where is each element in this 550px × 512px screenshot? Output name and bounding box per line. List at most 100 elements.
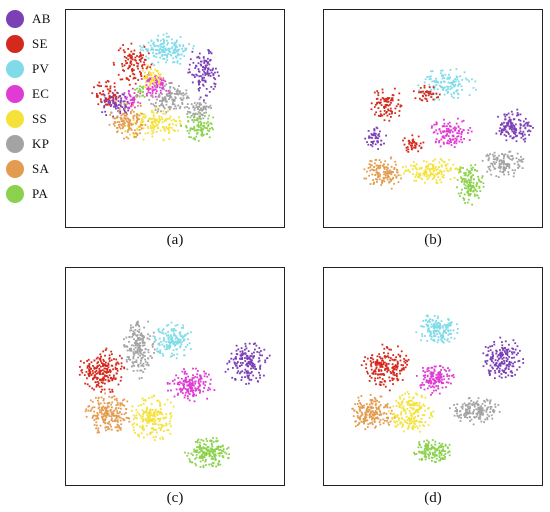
legend-label-sa: SA [32,161,50,176]
point-pv [468,94,471,96]
point-pa [214,453,217,456]
point-ss [435,173,437,176]
point-kp [480,412,483,414]
point-sa [382,170,385,173]
point-ec [213,389,216,391]
point-ec [185,376,187,379]
point-kp [472,423,475,426]
point-ec [195,367,197,370]
cluster-ss [387,391,435,433]
point-ab [499,133,502,136]
point-pv [432,85,435,87]
cluster-se [402,134,425,153]
point-se [127,55,130,57]
point-se [95,381,97,384]
point-pa [134,88,136,91]
point-se [379,373,382,375]
point-kp [512,157,514,160]
point-sa [102,398,105,400]
point-ab [510,361,513,364]
point-ab [502,356,505,359]
point-se [129,56,132,59]
point-ab [197,55,200,58]
point-se [429,92,432,95]
point-ss [439,169,442,172]
point-pa [482,182,485,185]
point-kp [135,343,137,346]
point-se [93,86,95,89]
point-ss [410,422,413,424]
point-se [113,63,115,66]
point-se [120,365,123,368]
point-se [385,365,387,368]
point-sa [122,126,125,128]
point-ec [147,86,150,89]
point-kp [475,415,478,418]
point-ss [417,411,419,414]
point-ab [513,125,516,127]
point-sa [100,396,103,399]
point-sa [383,173,385,176]
point-pv [430,323,433,326]
point-se [108,388,111,391]
point-ab [500,373,503,375]
point-pa [138,88,141,90]
point-ab [519,130,522,133]
point-se [105,97,108,100]
point-pv [417,84,420,87]
point-ss [415,163,418,166]
point-ec [167,90,170,92]
point-pa [211,445,214,448]
point-ab [207,57,209,60]
point-ab [245,355,248,357]
point-se [414,145,417,148]
point-ab [504,128,507,131]
point-kp [147,357,150,360]
point-kp [141,340,144,343]
point-ec [193,384,195,387]
point-pv [446,326,449,329]
point-se [376,101,378,104]
point-ec [147,89,150,91]
point-ec [188,380,190,383]
point-se [131,56,133,59]
point-se [386,355,389,357]
point-se [399,105,402,108]
point-ab [254,348,256,351]
point-pv [459,75,462,78]
point-se [95,376,98,379]
point-pv [426,340,429,342]
point-ab [372,140,375,143]
point-ab [499,336,502,339]
point-ss [141,427,144,430]
cluster-se [360,343,410,392]
point-sa [373,400,376,403]
point-sa [104,410,107,412]
point-se [96,366,98,369]
point-sa [96,414,99,417]
point-pv [176,39,178,42]
point-ss [158,401,161,404]
point-pa [202,452,205,455]
point-sa [135,132,137,134]
point-ab [487,350,490,352]
point-pv [435,326,438,329]
point-sa [132,117,135,120]
point-pa [197,139,200,142]
point-kp [484,400,486,403]
point-se [112,368,114,371]
point-ec [181,389,183,392]
point-ab [511,113,514,116]
point-ec [181,370,184,373]
point-ss [410,164,412,167]
point-ss [439,178,441,181]
point-ss [415,392,417,395]
point-ab [485,362,488,365]
point-pv [437,81,439,84]
point-ab [252,343,255,345]
point-kp [130,329,133,332]
point-ab [228,361,231,363]
point-ss [411,407,414,409]
point-ss [419,430,421,433]
point-ab [487,369,490,372]
